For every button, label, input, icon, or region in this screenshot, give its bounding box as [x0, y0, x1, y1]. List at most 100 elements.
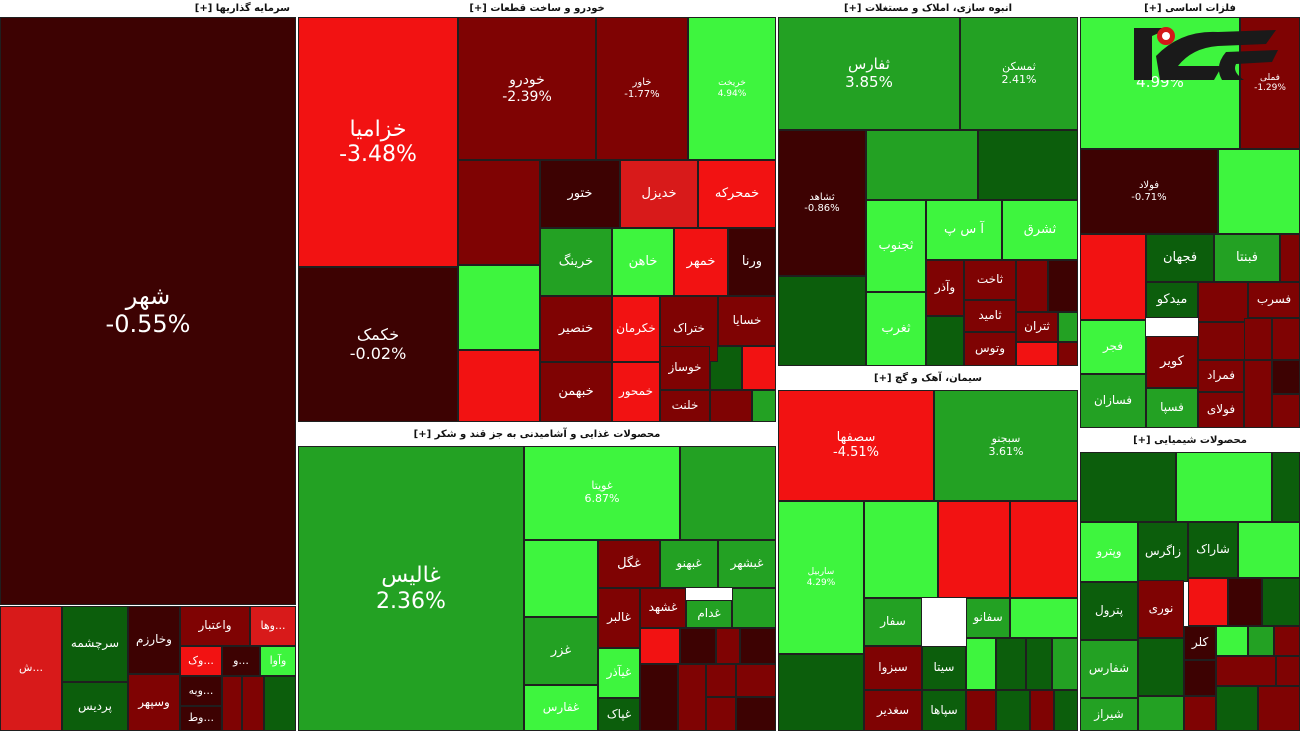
treemap-tile-unlabeled[interactable]: [1054, 690, 1078, 731]
treemap-tile-unlabeled[interactable]: [242, 676, 264, 731]
treemap-tile-unlabeled[interactable]: [1216, 626, 1248, 656]
treemap-tile-unlabeled[interactable]: [524, 540, 598, 617]
treemap-tile[interactable]: میدکو: [1146, 282, 1198, 318]
treemap-tile-unlabeled[interactable]: [1258, 686, 1300, 731]
treemap-tile-unlabeled[interactable]: [866, 130, 978, 200]
treemap-tile[interactable]: فبنتا: [1214, 234, 1280, 282]
treemap-tile[interactable]: خدیزل: [620, 160, 698, 228]
treemap-tile[interactable]: ساربیل 4.29%: [778, 501, 864, 654]
treemap-tile-unlabeled[interactable]: [1080, 234, 1146, 320]
treemap-tile-unlabeled[interactable]: [926, 316, 964, 366]
sector-header[interactable]: انبوه سازی، املاک و مستغلات [+]: [778, 0, 1078, 17]
treemap-tile-unlabeled[interactable]: [1262, 578, 1300, 626]
treemap-tile-unlabeled[interactable]: [680, 628, 716, 664]
treemap-tile-unlabeled[interactable]: [864, 501, 938, 598]
treemap-tile[interactable]: سبزوا: [864, 646, 922, 690]
treemap-tile[interactable]: ثاخت: [964, 260, 1016, 300]
treemap-tile[interactable]: وپترو: [1080, 522, 1138, 582]
treemap-tile-unlabeled[interactable]: [1244, 360, 1272, 428]
treemap-tile[interactable]: فولاد -0.71%: [1080, 149, 1218, 234]
treemap-tile-unlabeled[interactable]: [752, 390, 776, 422]
treemap-tile[interactable]: سپاها: [922, 690, 966, 731]
treemap-tile-unlabeled[interactable]: [710, 390, 752, 422]
treemap-tile[interactable]: وسپهر: [128, 674, 180, 731]
treemap-tile[interactable]: خنصیر: [540, 296, 612, 362]
treemap-tile[interactable]: پترول: [1080, 582, 1138, 640]
treemap-tile[interactable]: خمحرکه: [698, 160, 776, 228]
treemap-tile[interactable]: فسپا: [1146, 388, 1198, 428]
treemap-tile[interactable]: غبشهر: [718, 540, 776, 588]
treemap-tile[interactable]: ورنا: [728, 228, 776, 296]
treemap-tile-unlabeled[interactable]: [996, 690, 1030, 731]
sector-header[interactable]: سیمان، آهک و گچ [+]: [778, 368, 1078, 390]
treemap-tile[interactable]: فجر: [1080, 320, 1146, 374]
treemap-tile[interactable]: وآوا: [260, 646, 296, 676]
treemap-tile[interactable]: فسازان: [1080, 374, 1146, 428]
treemap-tile-unlabeled[interactable]: [1176, 452, 1272, 522]
treemap-tile[interactable]: پردیس: [62, 682, 128, 731]
treemap-tile[interactable]: خریخت 4.94%: [688, 17, 776, 160]
sector-header[interactable]: محصولات غذایی و آشامیدنی به جز قند و شکر…: [298, 424, 776, 446]
treemap-tile[interactable]: شاراک: [1188, 522, 1238, 578]
treemap-tile[interactable]: سغدیر: [864, 690, 922, 731]
sector-header[interactable]: خودرو و ساخت قطعات [+]: [298, 0, 776, 17]
treemap-tile[interactable]: سبجنو 3.61%: [934, 390, 1078, 501]
treemap-tile[interactable]: آ س پ: [926, 200, 1002, 260]
treemap-tile[interactable]: سفانو: [966, 598, 1010, 638]
treemap-tile-unlabeled[interactable]: [1010, 598, 1078, 638]
treemap-tile[interactable]: غدام: [686, 600, 732, 628]
treemap-tile[interactable]: غالیس 2.36%: [298, 446, 524, 731]
treemap-tile[interactable]: غفارس: [524, 685, 598, 731]
treemap-tile[interactable]: فجهان: [1146, 234, 1214, 282]
treemap-tile[interactable]: فولای: [1198, 392, 1244, 428]
treemap-tile-unlabeled[interactable]: [706, 697, 736, 731]
treemap-tile[interactable]: ثمسکن 2.41%: [960, 17, 1078, 130]
treemap-tile[interactable]: خمهر: [674, 228, 728, 296]
treemap-tile[interactable]: کلر: [1184, 626, 1216, 660]
treemap-tile-unlabeled[interactable]: [1216, 686, 1258, 731]
treemap-tile-unlabeled[interactable]: [716, 628, 740, 664]
treemap-tile-unlabeled[interactable]: [740, 628, 776, 664]
treemap-tile-unlabeled[interactable]: [1058, 342, 1078, 366]
treemap-tile[interactable]: ثتران: [1016, 312, 1058, 342]
treemap-tile[interactable]: خکرمان: [612, 296, 660, 362]
treemap-tile-unlabeled[interactable]: [778, 276, 866, 366]
treemap-tile[interactable]: غیآذر: [598, 648, 640, 698]
treemap-tile[interactable]: ثشاهد -0.86%: [778, 130, 866, 276]
treemap-tile-unlabeled[interactable]: [1198, 282, 1248, 322]
treemap-tile-unlabeled[interactable]: [1244, 318, 1272, 360]
treemap-tile[interactable]: ثشرق: [1002, 200, 1078, 260]
treemap-tile-unlabeled[interactable]: [1080, 452, 1176, 522]
treemap-tile-unlabeled[interactable]: [736, 664, 776, 697]
treemap-tile-unlabeled[interactable]: [706, 664, 736, 697]
treemap-tile[interactable]: غگل: [598, 540, 660, 588]
treemap-tile-unlabeled[interactable]: [458, 350, 540, 422]
treemap-tile-unlabeled[interactable]: [1026, 638, 1052, 690]
treemap-tile-unlabeled[interactable]: [640, 628, 680, 664]
treemap-tile[interactable]: وخارزم: [128, 606, 180, 674]
treemap-tile-unlabeled[interactable]: [458, 265, 540, 350]
treemap-tile[interactable]: کویر: [1146, 336, 1198, 388]
treemap-tile-unlabeled[interactable]: [640, 664, 678, 731]
treemap-tile-unlabeled[interactable]: [1276, 656, 1300, 686]
treemap-tile-unlabeled[interactable]: [1138, 696, 1184, 731]
treemap-tile[interactable]: خکمک -0.02%: [298, 267, 458, 422]
treemap-tile-unlabeled[interactable]: [678, 664, 706, 731]
treemap-tile[interactable]: غپاک: [598, 698, 640, 731]
treemap-tile-unlabeled[interactable]: [778, 654, 864, 731]
treemap-tile-unlabeled[interactable]: [736, 697, 776, 731]
treemap-tile[interactable]: واعتبار: [180, 606, 250, 646]
treemap-tile[interactable]: غشهد: [640, 588, 686, 628]
sector-header[interactable]: محصولات شیمیایی [+]: [1080, 430, 1300, 452]
treemap-tile-unlabeled[interactable]: [966, 638, 996, 690]
treemap-tile-unlabeled[interactable]: [1058, 312, 1078, 342]
treemap-tile-unlabeled[interactable]: [1248, 626, 1274, 656]
treemap-tile[interactable]: شفارس: [1080, 640, 1138, 698]
treemap-tile[interactable]: ختور: [540, 160, 620, 228]
treemap-tile[interactable]: خاهن: [612, 228, 674, 296]
treemap-tile-unlabeled[interactable]: [732, 588, 776, 628]
treemap-tile-unlabeled[interactable]: [1198, 322, 1248, 360]
treemap-tile[interactable]: وتوس: [964, 332, 1016, 366]
treemap-tile[interactable]: وآذر: [926, 260, 964, 316]
treemap-tile-unlabeled[interactable]: [1272, 318, 1300, 360]
